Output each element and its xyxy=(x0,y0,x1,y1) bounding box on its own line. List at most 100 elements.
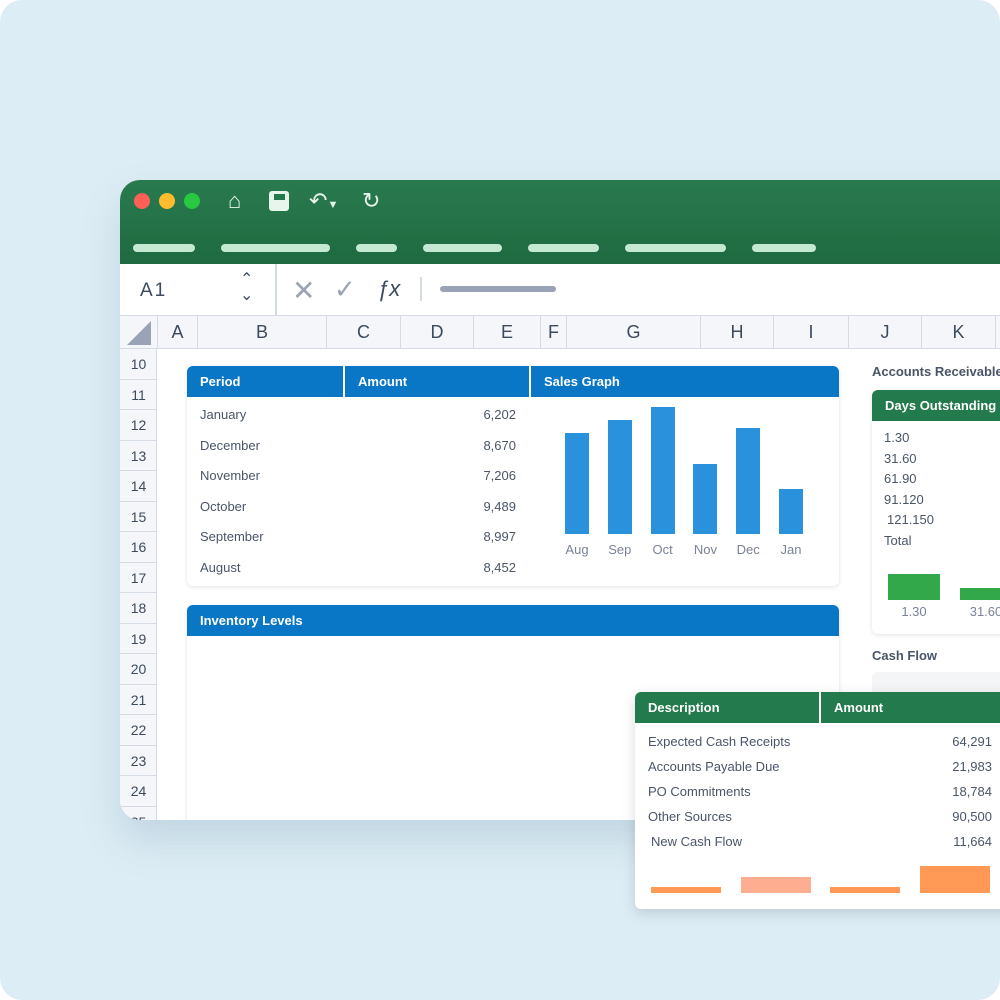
menu-item[interactable] xyxy=(752,244,816,252)
row-header-14[interactable]: 14 xyxy=(120,471,157,502)
divider xyxy=(420,277,422,301)
ar-item[interactable]: Total xyxy=(884,532,912,548)
cancel-icon[interactable]: ✕ xyxy=(292,275,316,306)
period-cell[interactable]: October xyxy=(200,498,247,514)
stepper-icon[interactable]: ⌃ ⌄ xyxy=(240,271,254,304)
ar-item[interactable]: 31.60 xyxy=(884,450,917,466)
select-all-icon[interactable] xyxy=(127,321,151,345)
sales-x-label: Sep xyxy=(608,542,632,557)
column-header-F[interactable]: F xyxy=(540,316,566,349)
cashflow-desc[interactable]: Accounts Payable Due xyxy=(648,759,780,774)
row-header-12[interactable]: 12 xyxy=(120,410,157,441)
period-cell[interactable]: November xyxy=(200,468,260,483)
period-cell[interactable]: August xyxy=(200,559,241,575)
inventory-header: Inventory Levels xyxy=(187,605,839,636)
function-icon[interactable]: ƒx xyxy=(377,276,401,301)
column-header-A[interactable]: A xyxy=(157,316,197,349)
row-header-24[interactable]: 24 xyxy=(120,776,157,807)
amount-header: Amount xyxy=(345,366,529,397)
ar-bar-label: 31.60 xyxy=(969,604,1000,619)
cashflow-amount[interactable]: 11,664 xyxy=(953,834,992,849)
maximize-button[interactable] xyxy=(184,193,200,209)
minimize-button[interactable] xyxy=(159,193,175,209)
menu-item[interactable] xyxy=(528,244,599,252)
confirm-icon[interactable]: ✓ xyxy=(334,274,356,304)
ar-bar xyxy=(960,588,1000,600)
amount-cell[interactable]: 8,997 xyxy=(483,529,516,544)
column-header-K[interactable]: K xyxy=(921,316,995,349)
sales-x-label: Nov xyxy=(693,542,717,557)
cashflow-card: Description Amount Expected Cash Receipt… xyxy=(635,692,1000,909)
ar-card: Days Outstanding 1.30 31.60 61.90 91.120 121… xyxy=(872,390,1000,634)
row-header-19[interactable]: 19 xyxy=(120,624,157,654)
row-header-23[interactable]: 23 xyxy=(120,746,157,776)
period-cell[interactable]: January xyxy=(200,407,247,422)
amount-cell[interactable]: 8,452 xyxy=(483,559,516,575)
cashflow-desc[interactable]: Other Sources xyxy=(648,809,732,824)
sales-graph-header: Sales Graph xyxy=(531,366,839,397)
column-header-H[interactable]: H xyxy=(700,316,773,349)
row-header-11[interactable]: 11 xyxy=(120,380,157,410)
column-header-G[interactable]: G xyxy=(566,316,700,349)
menu-item[interactable] xyxy=(356,244,397,252)
column-header-D[interactable]: D xyxy=(400,316,473,349)
cashflow-desc[interactable]: PO Commitments xyxy=(648,784,751,799)
row-header-18[interactable]: 18 xyxy=(120,593,157,624)
row-header-13[interactable]: 13 xyxy=(120,441,157,471)
sales-x-label: Oct xyxy=(652,542,673,557)
close-button[interactable] xyxy=(134,193,150,209)
sales-card: Period Amount Sales Graph January 6,202 De… xyxy=(187,366,839,586)
column-header-J[interactable]: J xyxy=(848,316,921,349)
row-header-25[interactable]: 25 xyxy=(120,807,157,821)
menu-item[interactable] xyxy=(625,244,726,252)
sales-bar xyxy=(693,464,718,534)
sales-bar xyxy=(779,489,803,534)
cashflow-amount[interactable]: 90,500 xyxy=(952,809,992,824)
amount-cell[interactable]: 9,489 xyxy=(483,498,516,514)
row-header-17[interactable]: 17 xyxy=(120,563,157,593)
amount-cell[interactable]: 6,202 xyxy=(483,407,516,422)
save-icon[interactable] xyxy=(269,191,289,211)
formula-input[interactable] xyxy=(440,286,556,292)
row-header-15[interactable]: 15 xyxy=(120,502,157,532)
amount-cell[interactable]: 8,670 xyxy=(483,437,516,453)
ar-item[interactable]: 1.30 xyxy=(884,430,910,445)
sales-x-label: Aug xyxy=(565,542,589,557)
row-header-21[interactable]: 21 xyxy=(120,685,157,715)
cashflow-desc[interactable]: Expected Cash Receipts xyxy=(648,734,791,749)
column-header-I[interactable]: I xyxy=(773,316,848,349)
redo-icon[interactable]: ↻ xyxy=(362,188,381,213)
menu-item[interactable] xyxy=(423,244,502,252)
sales-x-label: Dec xyxy=(736,542,760,557)
period-cell[interactable]: September xyxy=(200,529,264,544)
cell-reference[interactable]: A1 xyxy=(140,280,168,301)
period-cell[interactable]: December xyxy=(200,437,260,453)
ar-bar xyxy=(888,574,940,600)
cashflow-bar xyxy=(919,866,990,893)
cashflow-amount[interactable]: 64,291 xyxy=(952,734,992,749)
cashflow-bar xyxy=(651,887,721,893)
cashflow-bar xyxy=(740,877,811,893)
row-header-10[interactable]: 10 xyxy=(120,349,157,380)
column-header-E[interactable]: E xyxy=(473,316,540,349)
ar-item[interactable]: 91.120 xyxy=(884,491,924,507)
row-header-22[interactable]: 22 xyxy=(120,715,157,746)
column-header-C[interactable]: C xyxy=(326,316,400,349)
ar-bar-label: 1.30 xyxy=(901,604,927,619)
menu-item[interactable] xyxy=(221,244,330,252)
menu-item[interactable] xyxy=(133,244,195,252)
amount-cell[interactable]: 7,206 xyxy=(483,468,516,483)
ar-item[interactable]: 121.150 xyxy=(887,512,934,527)
home-icon[interactable]: ⌂ xyxy=(228,188,242,213)
column-header[interactable] xyxy=(995,316,1000,349)
undo-icon[interactable]: ↶▼ xyxy=(309,188,339,213)
ar-title: Accounts Receivable xyxy=(872,364,1000,379)
cashflow-amount[interactable]: 18,784 xyxy=(952,784,992,799)
cashflow-desc[interactable]: New Cash Flow xyxy=(651,834,743,849)
cashflow-amount[interactable]: 21,983 xyxy=(952,759,992,774)
ar-item[interactable]: 61.90 xyxy=(884,471,917,486)
row-header-16[interactable]: 16 xyxy=(120,532,157,563)
row-header-20[interactable]: 20 xyxy=(120,654,157,685)
column-header-B[interactable]: B xyxy=(197,316,326,349)
